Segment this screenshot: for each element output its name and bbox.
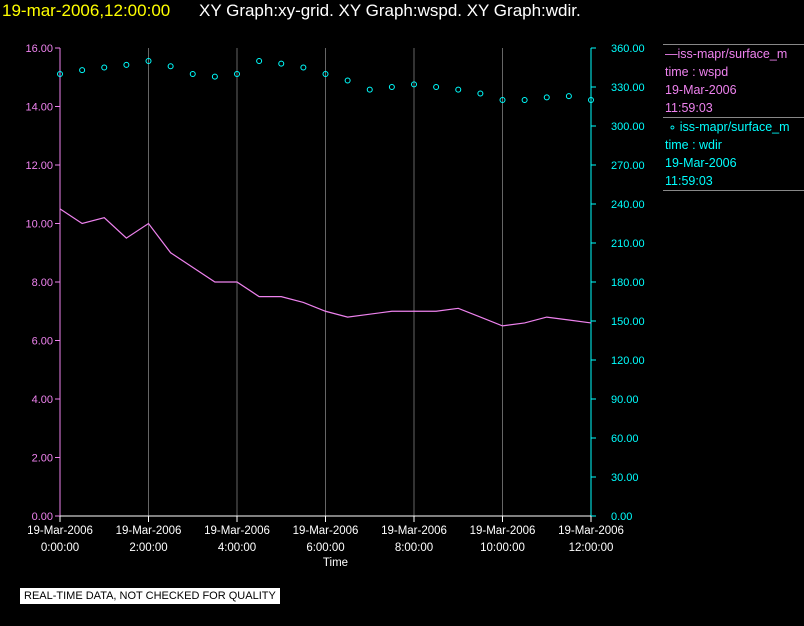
x-tick-date-label: 19-Mar-2006 [116, 525, 182, 537]
right-tick-label: 30.00 [611, 472, 639, 484]
data-point-wdir [300, 64, 307, 71]
data-point-wdir [411, 81, 417, 88]
x-tick-time-label: 2:00:00 [129, 542, 167, 554]
right-tick-label: 300.00 [611, 121, 645, 133]
right-tick-label: 120.00 [611, 355, 645, 367]
legend-separator [663, 190, 804, 191]
left-tick-label: 16.00 [25, 43, 53, 55]
line-swatch-icon: — [665, 47, 678, 61]
data-point-wdir [256, 58, 263, 64]
data-point-wdir [211, 73, 218, 80]
data-point-wdir [521, 97, 528, 103]
data-point-wdir [344, 77, 351, 84]
x-tick-time-label: 0:00:00 [41, 542, 79, 554]
left-tick-label: 4.00 [32, 394, 53, 406]
right-tick-label: 330.00 [611, 82, 645, 94]
legend-separator [663, 117, 804, 118]
data-point-wdir [57, 71, 63, 77]
left-tick-label: 8.00 [32, 277, 53, 289]
right-tick-label: 270.00 [611, 160, 645, 172]
quality-notice: REAL-TIME DATA, NOT CHECKED FOR QUALITY [20, 588, 280, 604]
left-tick-label: 12.00 [25, 160, 53, 172]
data-point-wdir [388, 84, 395, 90]
x-tick-date-label: 19-Mar-2006 [27, 525, 93, 537]
data-point-wdir [167, 63, 174, 70]
x-tick-date-label: 19-Mar-2006 [470, 525, 536, 537]
legend: —iss-mapr/surface_m time : wspd 19-Mar-2… [663, 44, 804, 191]
right-tick-label: 60.00 [611, 433, 639, 445]
data-point-wdir [123, 61, 130, 68]
legend-series-name: iss-mapr/surface_m [679, 120, 790, 134]
right-tick-label: 0.00 [611, 511, 632, 523]
data-point-wdir [433, 84, 440, 90]
data-point-wdir [477, 90, 484, 97]
data-point-wdir [588, 97, 594, 103]
graph-titles: XY Graph:xy-grid. XY Graph:wspd. XY Grap… [199, 1, 581, 20]
right-tick-label: 210.00 [611, 238, 645, 250]
data-point-wdir [366, 86, 373, 93]
data-point-wdir [455, 86, 462, 93]
legend-field: time : wdir [665, 138, 722, 152]
right-tick-label: 150.00 [611, 316, 645, 328]
data-point-wdir [565, 93, 572, 100]
legend-series-name: iss-mapr/surface_m [677, 47, 788, 61]
legend-entry-wdir: ∘ iss-mapr/surface_m time : wdir 19-Mar-… [663, 118, 804, 190]
left-tick-label: 0.00 [32, 511, 53, 523]
x-tick-date-label: 19-Mar-2006 [558, 525, 624, 537]
legend-date: 19-Mar-2006 [665, 83, 737, 97]
series-line-wspd [59, 208, 592, 327]
data-point-wdir [543, 94, 550, 101]
legend-separator [663, 44, 804, 45]
left-tick-label: 14.00 [25, 102, 53, 114]
right-tick-label: 180.00 [611, 277, 645, 289]
data-point-wdir [79, 67, 86, 74]
legend-time: 11:59:03 [665, 174, 713, 188]
chart-header: 19-mar-2006,12:00:00 XY Graph:xy-grid. X… [0, 0, 804, 26]
right-tick-label: 360.00 [611, 43, 645, 55]
data-point-wdir [189, 71, 196, 77]
right-tick-label: 90.00 [611, 394, 639, 406]
x-tick-date-label: 19-Mar-2006 [381, 525, 447, 537]
x-tick-time-label: 12:00:00 [569, 542, 614, 554]
x-tick-time-label: 6:00:00 [306, 542, 344, 554]
legend-entry-wspd: —iss-mapr/surface_m time : wspd 19-Mar-2… [663, 45, 804, 117]
legend-field: time : wspd [665, 65, 729, 79]
left-tick-label: 2.00 [32, 453, 53, 465]
x-tick-time-label: 4:00:00 [218, 542, 256, 554]
data-point-wdir [322, 71, 329, 77]
data-point-wdir [499, 97, 506, 103]
x-tick-date-label: 19-Mar-2006 [293, 525, 359, 537]
data-point-wdir [145, 58, 152, 64]
legend-date: 19-Mar-2006 [665, 156, 737, 170]
data-point-wdir [278, 60, 285, 67]
current-time-label: 19-mar-2006,12:00:00 [2, 1, 171, 20]
data-point-wdir [234, 71, 240, 77]
left-tick-label: 6.00 [32, 336, 53, 348]
x-axis-label: Time [323, 557, 348, 569]
left-tick-label: 10.00 [25, 219, 53, 231]
right-tick-label: 240.00 [611, 199, 645, 211]
circle-marker-icon: ∘ [665, 120, 680, 134]
x-tick-time-label: 10:00:00 [480, 542, 525, 554]
x-tick-time-label: 8:00:00 [395, 542, 433, 554]
x-tick-date-label: 19-Mar-2006 [204, 525, 270, 537]
data-point-wdir [101, 64, 108, 71]
legend-time: 11:59:03 [665, 101, 713, 115]
